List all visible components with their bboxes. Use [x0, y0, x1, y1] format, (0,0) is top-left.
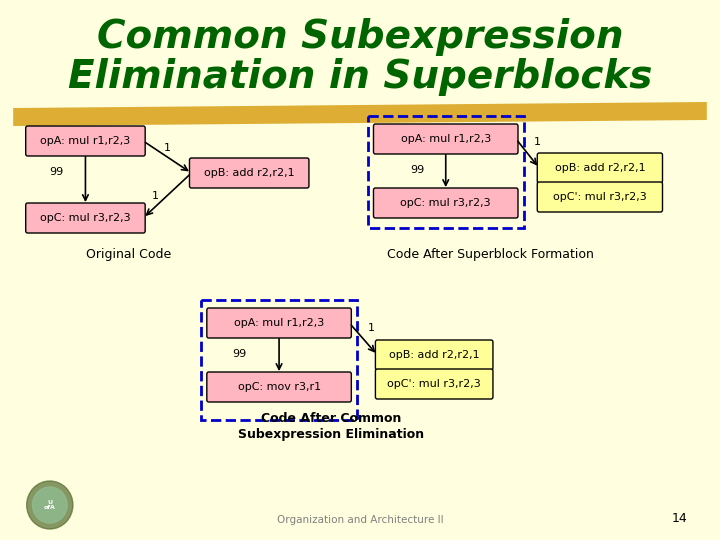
Bar	[368, 116, 523, 228]
Text: Subexpression Elimination: Subexpression Elimination	[238, 428, 424, 441]
Text: 14: 14	[672, 512, 688, 525]
Text: Code After Common: Code After Common	[261, 412, 401, 425]
Polygon shape	[13, 102, 707, 126]
Text: 1: 1	[152, 191, 159, 201]
Text: opB: add r2,r2,1: opB: add r2,r2,1	[554, 163, 645, 173]
FancyBboxPatch shape	[189, 158, 309, 188]
Text: 1: 1	[534, 137, 541, 147]
Circle shape	[32, 487, 67, 523]
FancyBboxPatch shape	[375, 340, 493, 370]
Text: 99: 99	[233, 349, 247, 359]
Text: Elimination in Superblocks: Elimination in Superblocks	[68, 58, 652, 96]
Text: 99: 99	[50, 167, 63, 177]
Text: opC: mov r3,r1: opC: mov r3,r1	[238, 382, 320, 392]
FancyBboxPatch shape	[26, 203, 145, 233]
Text: 99: 99	[410, 165, 425, 175]
Text: opA: mul r1,r2,3: opA: mul r1,r2,3	[234, 318, 324, 328]
FancyBboxPatch shape	[374, 124, 518, 154]
Text: 1: 1	[368, 323, 375, 333]
Text: 1: 1	[164, 143, 171, 153]
Text: Original Code: Original Code	[86, 248, 171, 261]
Circle shape	[27, 481, 73, 529]
Text: opA: mul r1,r2,3: opA: mul r1,r2,3	[40, 136, 130, 146]
Text: opC': mul r3,r2,3: opC': mul r3,r2,3	[387, 379, 481, 389]
FancyBboxPatch shape	[537, 153, 662, 183]
Text: opB: add r2,r2,1: opB: add r2,r2,1	[389, 350, 480, 360]
FancyBboxPatch shape	[375, 369, 493, 399]
Text: Common Subexpression: Common Subexpression	[96, 18, 624, 56]
FancyBboxPatch shape	[207, 372, 351, 402]
Text: opA: mul r1,r2,3: opA: mul r1,r2,3	[400, 134, 491, 144]
Text: opB: add r2,r2,1: opB: add r2,r2,1	[204, 168, 294, 178]
Text: opC: mul r3,r2,3: opC: mul r3,r2,3	[400, 198, 491, 208]
Bar	[201, 300, 357, 420]
FancyBboxPatch shape	[26, 126, 145, 156]
Text: opC: mul r3,r2,3: opC: mul r3,r2,3	[40, 213, 131, 223]
FancyBboxPatch shape	[537, 182, 662, 212]
FancyBboxPatch shape	[374, 188, 518, 218]
Text: Organization and Architecture II: Organization and Architecture II	[276, 515, 444, 525]
Text: U
ofA: U ofA	[44, 500, 55, 510]
Text: opC': mul r3,r2,3: opC': mul r3,r2,3	[553, 192, 647, 202]
Text: Code After Superblock Formation: Code After Superblock Formation	[387, 248, 593, 261]
FancyBboxPatch shape	[207, 308, 351, 338]
